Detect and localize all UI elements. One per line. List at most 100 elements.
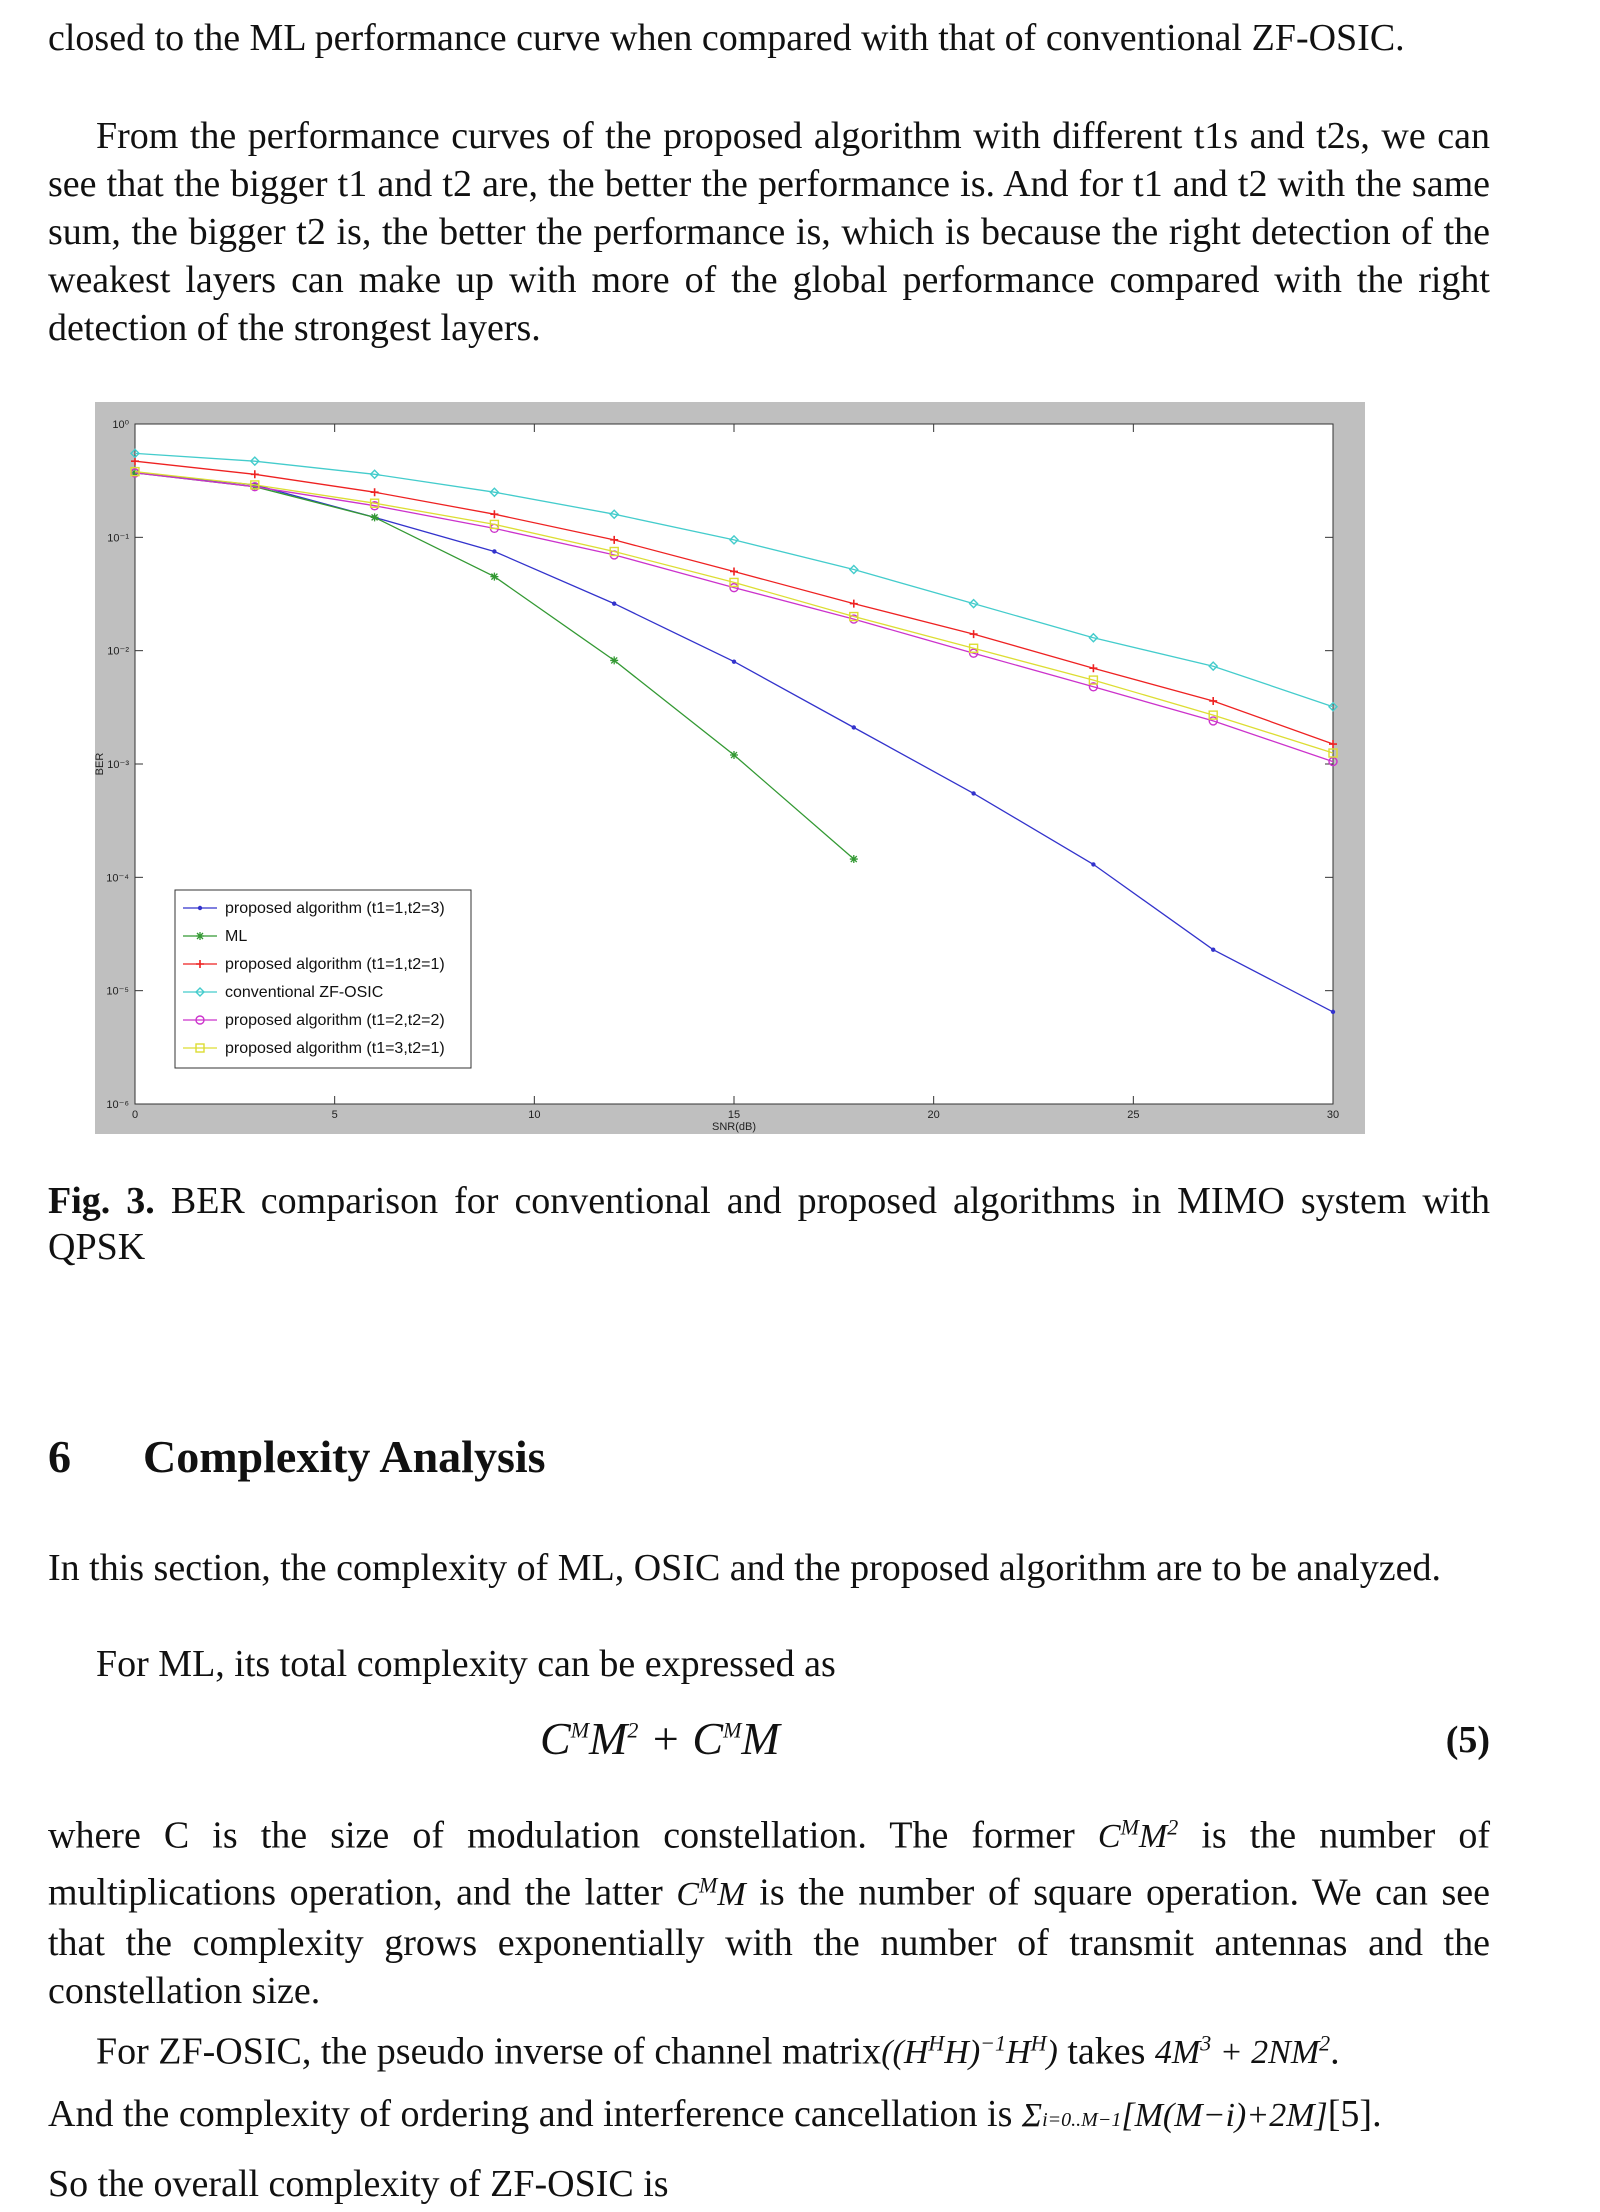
data-point bbox=[490, 572, 499, 581]
x-tick-label: 30 bbox=[1327, 1109, 1339, 1121]
legend-label: proposed algorithm (t1=1,t2=3) bbox=[225, 900, 445, 917]
p7-part-a: And the complexity of ordering and inter… bbox=[48, 2093, 1013, 2135]
y-tick-label: 10⁻³ bbox=[107, 759, 129, 771]
p5-part-c: is the number of square operation. We ca… bbox=[48, 1871, 1491, 2012]
caption-label: Fig. 3. bbox=[48, 1180, 155, 1222]
ber-chart-svg: 0 5 10 15 20 25 30 10⁰ 10⁻¹ 10⁻² 10⁻³ 10⁻⁴ 10⁻⁵ 10⁻⁶ S… bbox=[95, 419, 1339, 1133]
paragraph-section-intro: In this section, the complexity of ML, O… bbox=[48, 1547, 1441, 1589]
y-tick-label: 10⁻⁵ bbox=[106, 986, 129, 998]
math-pseudo-inverse: ((HHH)−1HH) bbox=[881, 2031, 1058, 2072]
data-point bbox=[370, 513, 379, 522]
data-point bbox=[729, 534, 739, 545]
section-heading: 6 Complexity Analysis bbox=[48, 1430, 546, 1483]
y-tick-label: 10⁻⁴ bbox=[106, 872, 129, 884]
data-point bbox=[250, 470, 259, 479]
data-point bbox=[195, 1043, 205, 1053]
data-point bbox=[196, 932, 204, 940]
data-point bbox=[731, 659, 737, 664]
data-point bbox=[849, 599, 858, 608]
data-point bbox=[1211, 947, 1216, 952]
x-axis-label: SNR(dB) bbox=[712, 1121, 756, 1133]
data-point bbox=[1089, 664, 1098, 673]
y-axis-label: BER bbox=[95, 753, 106, 776]
data-point bbox=[131, 457, 139, 466]
data-point bbox=[968, 648, 979, 658]
x-tick-label: 10 bbox=[528, 1109, 540, 1121]
series-line bbox=[134, 470, 1334, 754]
data-point bbox=[369, 469, 380, 480]
data-point bbox=[370, 488, 379, 497]
y-tick-label: 10⁻⁶ bbox=[106, 1099, 129, 1111]
paragraph-ml-explanation: where C is the size of modulation conste… bbox=[48, 1804, 1490, 2015]
data-point bbox=[971, 791, 976, 796]
data-point bbox=[1329, 740, 1337, 749]
figure-caption: Fig. 3. BER comparison for conventional … bbox=[48, 1178, 1490, 1270]
math-cmm2: CMM2 bbox=[1097, 1815, 1179, 1856]
y-tick-label: 10⁻² bbox=[107, 646, 129, 658]
p5-part-a: where C is the size of modulation conste… bbox=[48, 1814, 1075, 1857]
data-point bbox=[612, 601, 617, 606]
data-point bbox=[250, 480, 260, 490]
data-point bbox=[490, 510, 499, 519]
data-point bbox=[489, 487, 500, 498]
data-point bbox=[1088, 632, 1099, 643]
legend-label: proposed algorithm (t1=2,t2=2) bbox=[225, 1012, 445, 1029]
data-point bbox=[197, 905, 203, 911]
data-point bbox=[968, 598, 979, 609]
figure-ber-chart: 0 5 10 15 20 25 30 10⁰ 10⁻¹ 10⁻² 10⁻³ 10⁻⁴ 10⁻⁵ 10⁻⁶ S… bbox=[95, 402, 1365, 1134]
legend-box bbox=[174, 889, 472, 1069]
data-point bbox=[1328, 748, 1338, 758]
x-tick-label: 5 bbox=[332, 1109, 338, 1121]
data-point bbox=[1088, 682, 1099, 692]
p6-part-b: takes bbox=[1067, 2030, 1146, 2073]
data-point bbox=[1088, 675, 1099, 685]
x-tick-label: 20 bbox=[928, 1109, 940, 1121]
data-point bbox=[729, 582, 739, 593]
math-complexity-zf: 4M3 + 2NM2 bbox=[1154, 2031, 1331, 2072]
data-point bbox=[1208, 661, 1219, 672]
equation-number-5: (5) bbox=[1445, 1719, 1490, 1761]
data-point bbox=[195, 987, 205, 997]
series-line bbox=[134, 452, 1334, 708]
data-point bbox=[1208, 710, 1218, 720]
x-tick-label: 25 bbox=[1127, 1109, 1139, 1121]
legend-label: proposed algorithm (t1=3,t2=1) bbox=[225, 1040, 445, 1057]
data-point bbox=[609, 546, 619, 557]
y-tick-label: 10⁻¹ bbox=[107, 532, 129, 544]
data-point bbox=[1328, 701, 1338, 712]
data-point bbox=[730, 751, 738, 760]
data-point bbox=[489, 519, 500, 530]
data-point bbox=[969, 630, 978, 639]
data-point bbox=[849, 611, 859, 622]
paragraph-overall: So the overall complexity of ZF-OSIC is bbox=[48, 2163, 669, 2205]
caption-text: BER comparison for conventional and prop… bbox=[48, 1180, 1490, 1268]
section-number: 6 bbox=[48, 1431, 71, 1482]
x-tick-label: 0 bbox=[132, 1109, 138, 1121]
legend-label: conventional ZF-OSIC bbox=[225, 984, 383, 1001]
data-point bbox=[610, 656, 619, 665]
data-point bbox=[729, 577, 739, 588]
math-cmm: CMM bbox=[676, 1872, 746, 1913]
data-point bbox=[1209, 696, 1218, 705]
equation-5: CMM2 + CMM bbox=[540, 1713, 780, 1764]
legend-label: proposed algorithm (t1=1,t2=1) bbox=[225, 956, 445, 973]
data-point bbox=[1330, 1009, 1336, 1015]
data-point bbox=[130, 448, 140, 459]
data-point bbox=[195, 1015, 205, 1025]
math-summation: Σi=0..M−1[M(M−i)+2M] bbox=[1021, 2097, 1328, 2134]
data-point bbox=[1091, 862, 1096, 867]
paragraph-continuation: closed to the ML performance curve when … bbox=[48, 17, 1405, 59]
paragraph-ml-complexity: For ML, its total complexity can be expr… bbox=[96, 1643, 836, 1685]
data-point bbox=[609, 509, 620, 520]
legend-label: ML bbox=[225, 928, 247, 945]
data-point bbox=[249, 456, 260, 467]
x-tick-label: 15 bbox=[728, 1109, 740, 1121]
data-point bbox=[130, 466, 140, 477]
data-point bbox=[849, 855, 858, 864]
p6-part-a: For ZF-OSIC, the pseudo inverse of chann… bbox=[96, 2030, 882, 2073]
section-title: Complexity Analysis bbox=[143, 1431, 546, 1482]
data-point bbox=[851, 725, 856, 730]
y-tick-label: 10⁰ bbox=[112, 419, 129, 431]
data-point bbox=[1208, 716, 1218, 726]
paragraph-performance-curves: From the performance curves of the propo… bbox=[48, 115, 1490, 349]
